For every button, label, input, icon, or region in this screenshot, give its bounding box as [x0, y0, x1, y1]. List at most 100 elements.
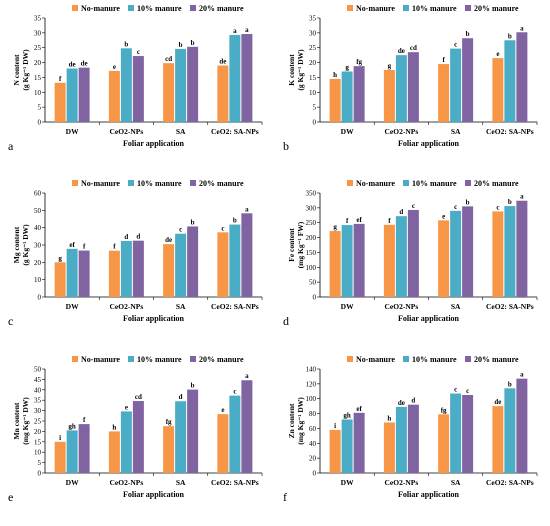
bar [516, 378, 528, 473]
legend-label: No-manure [356, 4, 395, 13]
significance-letter: b [179, 41, 183, 49]
y-axis-title: Mn content (mg Kg⁻¹ DW) [12, 397, 30, 445]
bar [217, 414, 229, 473]
bar [120, 48, 132, 122]
y-tick-label: 300 [306, 204, 317, 212]
bar [108, 250, 120, 297]
significance-letter: cd [410, 44, 417, 52]
bar [217, 65, 229, 122]
bar [78, 424, 90, 473]
legend-swatch [347, 180, 353, 186]
bar [187, 46, 199, 122]
y-tick-label: 20 [34, 59, 42, 67]
bar [383, 422, 395, 473]
significance-letter: b [124, 40, 128, 48]
x-tick-label: CeO2: SA-NPs [486, 478, 534, 487]
y-axis-title: Mg content (g Kg⁻¹ DW) [12, 224, 30, 266]
bar [450, 48, 462, 122]
significance-letter: g [58, 254, 62, 262]
bar [395, 216, 407, 297]
significance-letter: gh [68, 422, 76, 430]
bar [175, 233, 187, 297]
y-tick-label: 0 [38, 119, 42, 127]
significance-letter: d [124, 233, 128, 241]
significance-letter: e [125, 403, 128, 411]
chart-svg-e: No-manure 10% manure 20% manure 0 5 10 15 20 25 3… [8, 355, 263, 504]
x-tick-label: CeO2-NPs [110, 127, 144, 136]
significance-letter: h [112, 423, 116, 431]
y-tick-label: 0 [38, 294, 42, 302]
x-tick-label: SA [176, 478, 186, 487]
bar [341, 419, 353, 473]
y-tick-label: 100 [306, 395, 317, 403]
significance-letter: b [466, 30, 470, 38]
x-tick-label: DW [66, 478, 79, 487]
legend-label: No-manure [81, 4, 120, 13]
bar [175, 48, 187, 122]
significance-letter: b [508, 32, 512, 40]
x-axis-label: Foliar application [398, 314, 460, 323]
bar [407, 404, 419, 473]
bar [175, 401, 187, 473]
bar [438, 220, 450, 297]
significance-letter: a [520, 24, 524, 32]
legend-swatch [403, 356, 409, 362]
legend-label: 10% manure [412, 355, 457, 364]
x-tick-label: CeO2-NPs [110, 302, 144, 311]
significance-letter: e [113, 63, 116, 71]
bar [132, 401, 144, 473]
bar [504, 388, 516, 473]
legend-label: 10% manure [137, 179, 182, 188]
significance-letter: f [113, 243, 116, 251]
bar [132, 56, 144, 122]
y-axis-unit: (g Kg⁻¹ DW) [21, 224, 30, 266]
significance-letter: gh [343, 412, 351, 420]
significance-letter: h [333, 71, 337, 79]
significance-letter: c [179, 226, 182, 234]
significance-letter: a [245, 372, 249, 380]
y-tick-label: 40 [34, 386, 42, 394]
legend-swatch [128, 180, 134, 186]
y-tick-label: 15 [309, 74, 317, 82]
y-tick-label: 30 [309, 29, 317, 37]
bar [66, 430, 78, 473]
y-axis-label: Fe content [287, 228, 296, 262]
bar [329, 78, 341, 122]
legend-swatch [72, 180, 78, 186]
x-tick-label: DW [341, 127, 354, 136]
significance-letter: c [233, 388, 236, 396]
significance-letter: b [191, 39, 195, 47]
x-tick-label: CeO2-NPs [110, 478, 144, 487]
legend-label: 20% manure [474, 179, 519, 188]
y-axis-unit: (mg Kg⁻¹ FW) [296, 221, 305, 268]
y-tick-label: 140 [306, 366, 317, 374]
y-tick-label: 0 [313, 470, 317, 478]
legend-label: 20% manure [199, 355, 244, 364]
y-tick-label: 10 [309, 89, 317, 97]
chart-panel-f: No-manure 10% manure 20% manure 0 20 40 60 80 10… [275, 351, 550, 526]
bar [187, 226, 199, 297]
y-tick-label: 25 [34, 44, 42, 52]
significance-letter: d [136, 233, 140, 241]
y-tick-label: 0 [38, 470, 42, 478]
legend-swatch [190, 356, 196, 362]
significance-letter: a [245, 205, 249, 213]
y-tick-label: 20 [309, 59, 317, 67]
significance-letter: h [387, 414, 391, 422]
panel-letter: d [283, 314, 289, 328]
significance-letter: d [179, 393, 183, 401]
x-tick-label: CeO2: SA-NPs [486, 127, 534, 136]
bar [241, 380, 253, 473]
bar [341, 225, 353, 297]
y-axis-title: N content (g Kg⁻¹ DW) [12, 49, 30, 91]
x-tick-label: SA [451, 127, 461, 136]
bar [54, 262, 66, 297]
significance-letter: i [334, 422, 336, 430]
legend-swatch [403, 5, 409, 11]
y-tick-label: 35 [34, 397, 42, 405]
significance-letter: de [398, 399, 405, 407]
bar [229, 34, 241, 122]
significance-letter: de [219, 58, 226, 66]
chart-svg-b: No-manure 10% manure 20% manure 0 5 10 15 20 25 3… [283, 4, 538, 153]
y-tick-label: 10 [34, 276, 42, 284]
